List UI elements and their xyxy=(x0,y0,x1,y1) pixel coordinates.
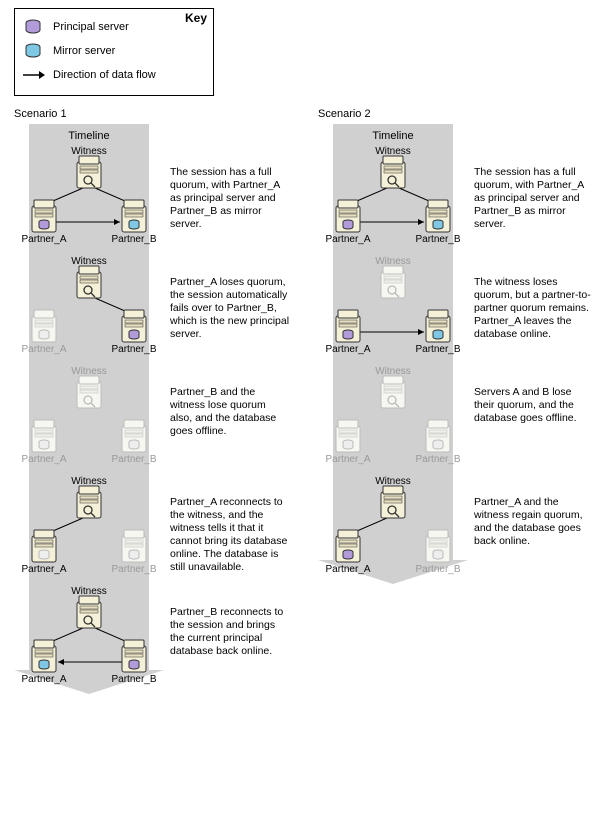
timeline-column: Timeline Witness Partner_A Partner_B Wit… xyxy=(14,124,164,694)
svg-text:Partner_B: Partner_B xyxy=(111,234,156,245)
svg-text:Witness: Witness xyxy=(71,146,107,157)
scenario-title: Scenario 2 xyxy=(318,108,598,120)
timeline-label: Timeline xyxy=(68,130,109,142)
svg-text:Partner_A: Partner_A xyxy=(21,234,66,245)
svg-text:Witness: Witness xyxy=(375,256,411,267)
topology-step: Witness Partner_A Partner_B xyxy=(14,472,164,582)
svg-text:Partner_B: Partner_B xyxy=(111,344,156,355)
step-description: Partner_A and the witness regain quorum,… xyxy=(468,474,598,584)
mirror-db-icon xyxy=(21,41,45,61)
step-description: Partner_B and the witness lose quorum al… xyxy=(164,364,294,474)
svg-text:Partner_A: Partner_A xyxy=(325,454,370,465)
svg-text:Partner_B: Partner_B xyxy=(415,564,460,575)
step-description: Servers A and B lose their quorum, and t… xyxy=(468,364,598,474)
svg-text:Partner_A: Partner_A xyxy=(21,344,66,355)
key-title: Key xyxy=(185,11,207,25)
svg-text:Partner_B: Partner_B xyxy=(415,344,460,355)
key-flow-label: Direction of data flow xyxy=(53,69,156,81)
svg-text:Witness: Witness xyxy=(375,146,411,157)
step-description: Partner_A reconnects to the witness, and… xyxy=(164,474,294,584)
svg-text:Partner_A: Partner_A xyxy=(325,344,370,355)
topology-step: Witness Partner_A Partner_B xyxy=(14,582,164,692)
step-description: The witness loses quorum, but a partner-… xyxy=(468,254,598,364)
svg-text:Partner_B: Partner_B xyxy=(111,454,156,465)
timeline-column: Timeline Witness Partner_A Partner_B Wit… xyxy=(318,124,468,584)
step-description: Partner_A loses quorum, the session auto… xyxy=(164,254,294,364)
svg-text:Witness: Witness xyxy=(71,256,107,267)
svg-text:Partner_A: Partner_A xyxy=(21,564,66,575)
svg-text:Witness: Witness xyxy=(71,586,107,597)
key-row-flow: Direction of data flow xyxy=(21,65,207,85)
step-description: The session has a full quorum, with Part… xyxy=(468,144,598,254)
svg-text:Partner_A: Partner_A xyxy=(21,674,66,685)
topology-step: Witness Partner_A Partner_B xyxy=(14,142,164,252)
timeline-label: Timeline xyxy=(372,130,413,142)
svg-text:Partner_A: Partner_A xyxy=(325,564,370,575)
topology-step: Witness Partner_A Partner_B xyxy=(318,142,468,252)
description-column: The session has a full quorum, with Part… xyxy=(164,124,294,694)
flow-arrow-icon xyxy=(21,65,45,85)
key-principal-label: Principal server xyxy=(53,21,129,33)
scenario-title: Scenario 1 xyxy=(14,108,294,120)
svg-text:Partner_B: Partner_B xyxy=(111,674,156,685)
svg-text:Witness: Witness xyxy=(375,366,411,377)
key-legend: Key Principal server Mirror server Direc… xyxy=(14,8,214,96)
svg-text:Partner_A: Partner_A xyxy=(325,234,370,245)
key-mirror-label: Mirror server xyxy=(53,45,115,57)
topology-step: Witness Partner_A Partner_B xyxy=(14,362,164,472)
scenario: Scenario 1 Timeline Witness Partner_A Par… xyxy=(14,108,294,694)
step-description: Partner_B reconnects to the session and … xyxy=(164,584,294,694)
scenario: Scenario 2 Timeline Witness Partner_A Par… xyxy=(318,108,598,694)
svg-text:Witness: Witness xyxy=(71,476,107,487)
topology-step: Witness Partner_A Partner_B xyxy=(318,472,468,582)
svg-text:Partner_B: Partner_B xyxy=(111,564,156,575)
description-column: The session has a full quorum, with Part… xyxy=(468,124,598,584)
step-description: The session has a full quorum, with Part… xyxy=(164,144,294,254)
svg-text:Witness: Witness xyxy=(375,476,411,487)
svg-text:Partner_A: Partner_A xyxy=(21,454,66,465)
svg-text:Witness: Witness xyxy=(71,366,107,377)
svg-text:Partner_B: Partner_B xyxy=(415,454,460,465)
key-row-mirror: Mirror server xyxy=(21,41,207,61)
topology-step: Witness Partner_A Partner_B xyxy=(318,252,468,362)
topology-step: Witness Partner_A Partner_B xyxy=(318,362,468,472)
key-row-principal: Principal server xyxy=(21,17,207,37)
svg-text:Partner_B: Partner_B xyxy=(415,234,460,245)
topology-step: Witness Partner_A Partner_B xyxy=(14,252,164,362)
principal-db-icon xyxy=(21,17,45,37)
